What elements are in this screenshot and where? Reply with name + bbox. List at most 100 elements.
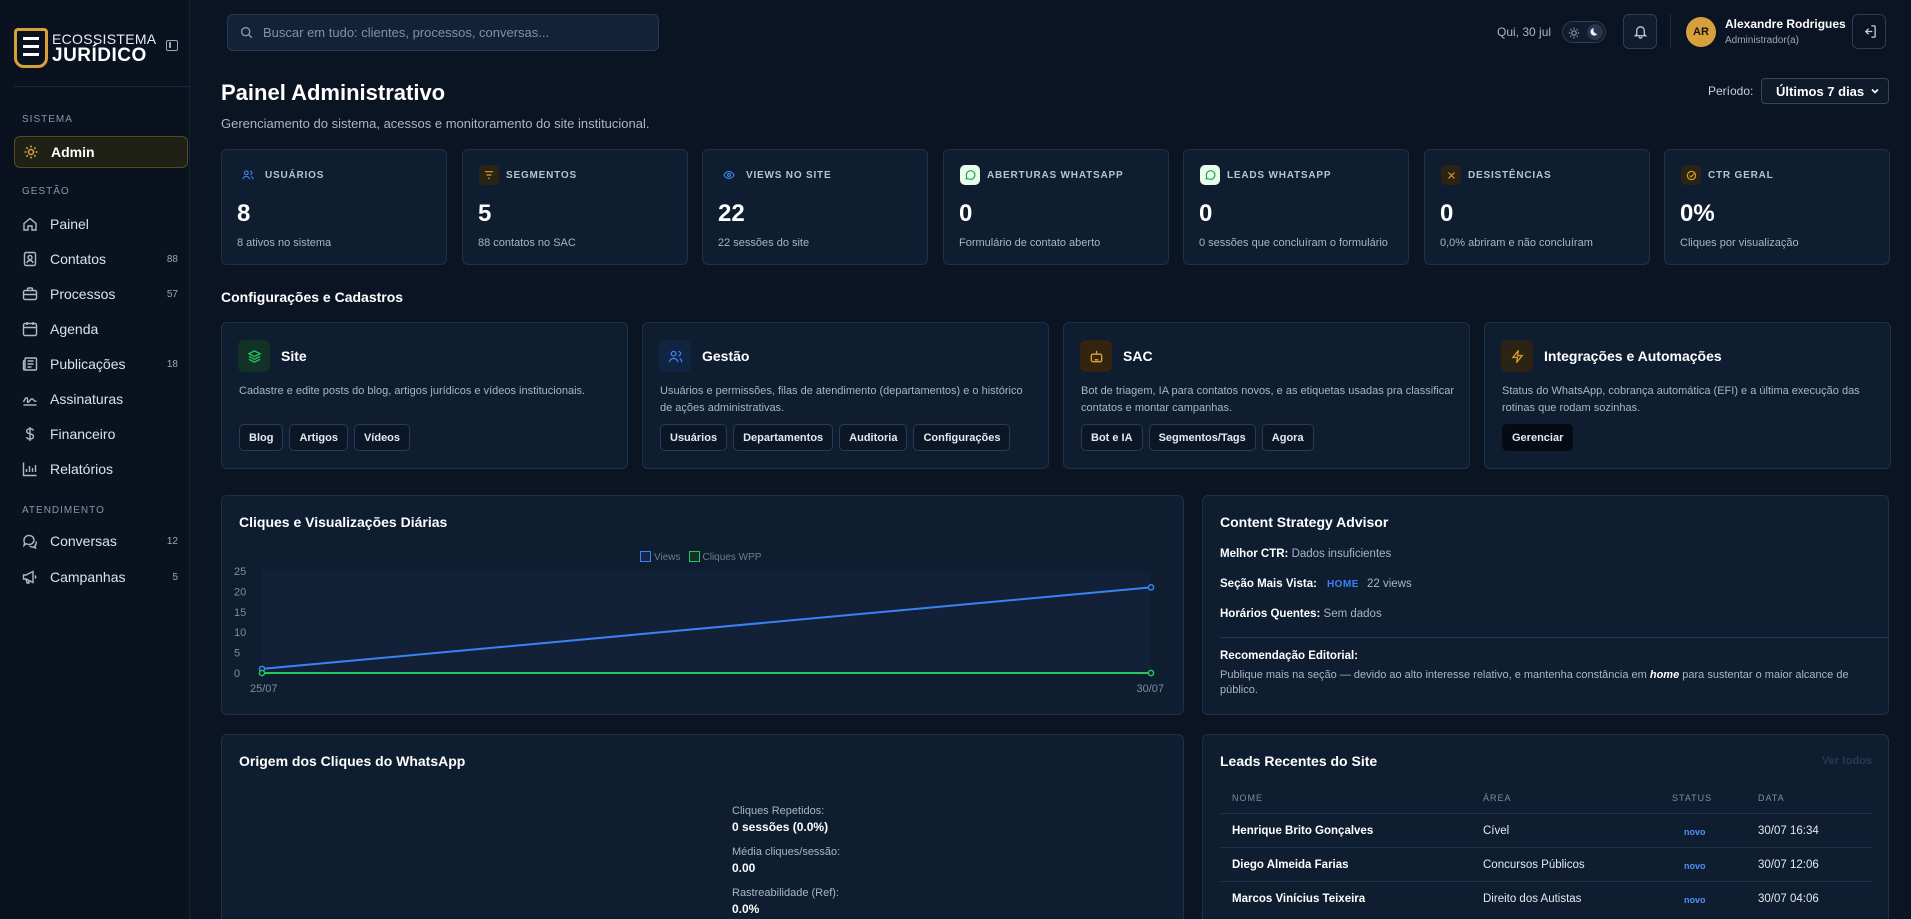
avg-clicks-value: 0.00 [732,861,756,875]
avatar[interactable]: AR [1686,17,1716,47]
gerenciar-button[interactable]: Gerenciar [1502,424,1574,451]
stat-label: DESISTÊNCIAS [1468,170,1552,181]
home-icon [22,216,38,232]
config-card-desc: Status do WhatsApp, cobrança automática … [1502,385,1860,414]
stat-label: ABERTURAS WHATSAPP [987,170,1124,181]
config-card-title: Integrações e Automações [1544,348,1722,364]
chat-icon [22,533,38,549]
advisor-title: Content Strategy Advisor [1220,514,1389,530]
contacts-icon [22,251,38,267]
sidebar-item-label: Assinaturas [50,391,124,407]
sidebar-item-label: Publicações [50,356,126,372]
stat-card-leads-whatsapp: LEADS WHATSAPP 0 0 sessões que concluíra… [1183,149,1409,265]
most-viewed-row: Seção Mais Vista: HOME 22 views [1220,578,1412,590]
artigos-button[interactable]: Artigos [289,424,348,451]
sidebar-toggle-icon[interactable] [166,40,178,51]
advisor-panel: Content Strategy Advisor Melhor CTR: Dad… [1202,495,1889,715]
admin-icon [23,144,39,160]
search-input[interactable] [263,25,643,40]
sidebar-item-publicacoes[interactable]: Publicações 18 [14,348,188,380]
sidebar-item-painel[interactable]: Painel [14,208,188,240]
y-tick-label: 25 [234,566,246,578]
current-date: Qui, 30 jul [1497,25,1552,39]
sidebar-item-admin[interactable]: Admin [14,136,188,168]
sidebar-item-agenda[interactable]: Agenda [14,313,188,345]
usuarios-button[interactable]: Usuários [660,424,728,451]
recommendation-text: Publique mais na seção — devido ao alto … [1220,668,1880,698]
sidebar-item-financeiro[interactable]: Financeiro [14,418,188,450]
stat-value: 0 [1199,200,1213,227]
column-header-nome: NOME [1232,793,1263,803]
config-card-site: Site Cadastre e edite posts do blog, art… [221,322,628,469]
megaphone-icon [22,569,38,585]
bell-icon [1633,26,1647,39]
stat-card-ctr-geral: CTR GERAL 0% Cliques por visualização [1664,149,1890,265]
stat-sub: 8 ativos no sistema [237,237,332,249]
configuracoes-button[interactable]: Configurações [913,424,1011,451]
section-label-atendimento: ATENDIMENTO [22,505,105,516]
lead-area: Direito dos Autistas [1483,893,1582,905]
agora-button[interactable]: Agora [1261,424,1314,451]
bot-ia-button[interactable]: Bot e IA [1081,424,1143,451]
best-ctr-row: Melhor CTR: Dados insuficientes [1220,548,1391,560]
config-card-integracoes: Integrações e Automações Status do Whats… [1484,322,1891,469]
newspaper-icon [22,356,38,372]
period-select[interactable]: Últimos 7 dias [1761,78,1889,104]
logo-icon [14,28,48,68]
stat-sub: 88 contatos no SAC [478,237,576,249]
departamentos-button[interactable]: Departamentos [733,424,834,451]
theme-toggle[interactable] [1562,21,1606,43]
see-all-link[interactable]: Ver todos [1821,755,1872,767]
videos-button[interactable]: Vídeos [353,424,411,451]
layers-icon [238,340,270,372]
origin-title: Origem dos Cliques do WhatsApp [239,753,466,769]
chevron-down-icon [1871,88,1879,94]
segmentos-tags-button[interactable]: Segmentos/Tags [1148,424,1256,451]
signature-icon [22,391,38,407]
stat-sub: Formulário de contato aberto [959,237,1101,249]
chart-legend[interactable]: Views Cliques WPP [640,551,761,563]
search-box[interactable] [227,14,659,51]
data-point [1147,669,1155,677]
stat-label: CTR GERAL [1708,170,1774,181]
stat-label: USUÁRIOS [265,170,325,181]
users-icon [659,340,691,372]
advisor-divider [1220,637,1888,638]
y-tick-label: 5 [234,648,240,660]
sidebar-item-processos[interactable]: Processos 57 [14,278,188,310]
recommendation-label: Recomendação Editorial: [1220,650,1359,662]
brand-logo[interactable]: ECOSSISTEMA JURÍDICO [14,20,184,76]
search-icon [240,26,253,39]
table-header-divider [1220,813,1872,814]
logout-button[interactable] [1852,14,1886,49]
sidebar-item-label: Conversas [50,533,117,549]
stat-card-views: VIEWS NO SITE 22 22 sessões do site [702,149,928,265]
notifications-button[interactable] [1623,14,1657,49]
stat-value: 0 [1440,200,1454,227]
lead-date: 30/07 04:06 [1758,893,1819,905]
sidebar-item-label: Processos [50,286,116,302]
stat-card-desistencias: DESISTÊNCIAS 0 0,0% abriram e não conclu… [1424,149,1650,265]
legend-views-swatch [640,551,651,562]
sidebar: ECOSSISTEMA JURÍDICO SISTEMA Admin GESTÃ… [0,0,190,919]
page-title: Painel Administrativo [221,80,446,105]
sidebar-item-campanhas[interactable]: Campanhas 5 [14,561,188,593]
sidebar-item-relatorios[interactable]: Relatórios [14,453,188,485]
blog-button[interactable]: Blog [239,424,284,451]
legend-views[interactable]: Views [640,551,681,563]
hot-hours-label: Horários Quentes: [1220,608,1321,620]
moon-icon [1587,24,1603,40]
sidebar-item-conversas[interactable]: Conversas 12 [14,525,188,557]
data-point [258,669,266,677]
legend-cliques[interactable]: Cliques WPP [688,551,761,563]
sidebar-item-contatos[interactable]: Contatos 88 [14,243,188,275]
auditoria-button[interactable]: Auditoria [839,424,908,451]
stat-card-aberturas-whatsapp: ABERTURAS WHATSAPP 0 Formulário de conta… [943,149,1169,265]
status-badge: novo [1684,861,1706,871]
most-viewed-tag: HOME [1326,579,1359,590]
legend-views-label: Views [654,552,681,563]
stat-value: 5 [478,200,492,227]
sidebar-item-assinaturas[interactable]: Assinaturas [14,383,188,415]
recommendation-label-row: Recomendação Editorial: [1220,650,1358,662]
stat-value: 0% [1680,200,1715,227]
